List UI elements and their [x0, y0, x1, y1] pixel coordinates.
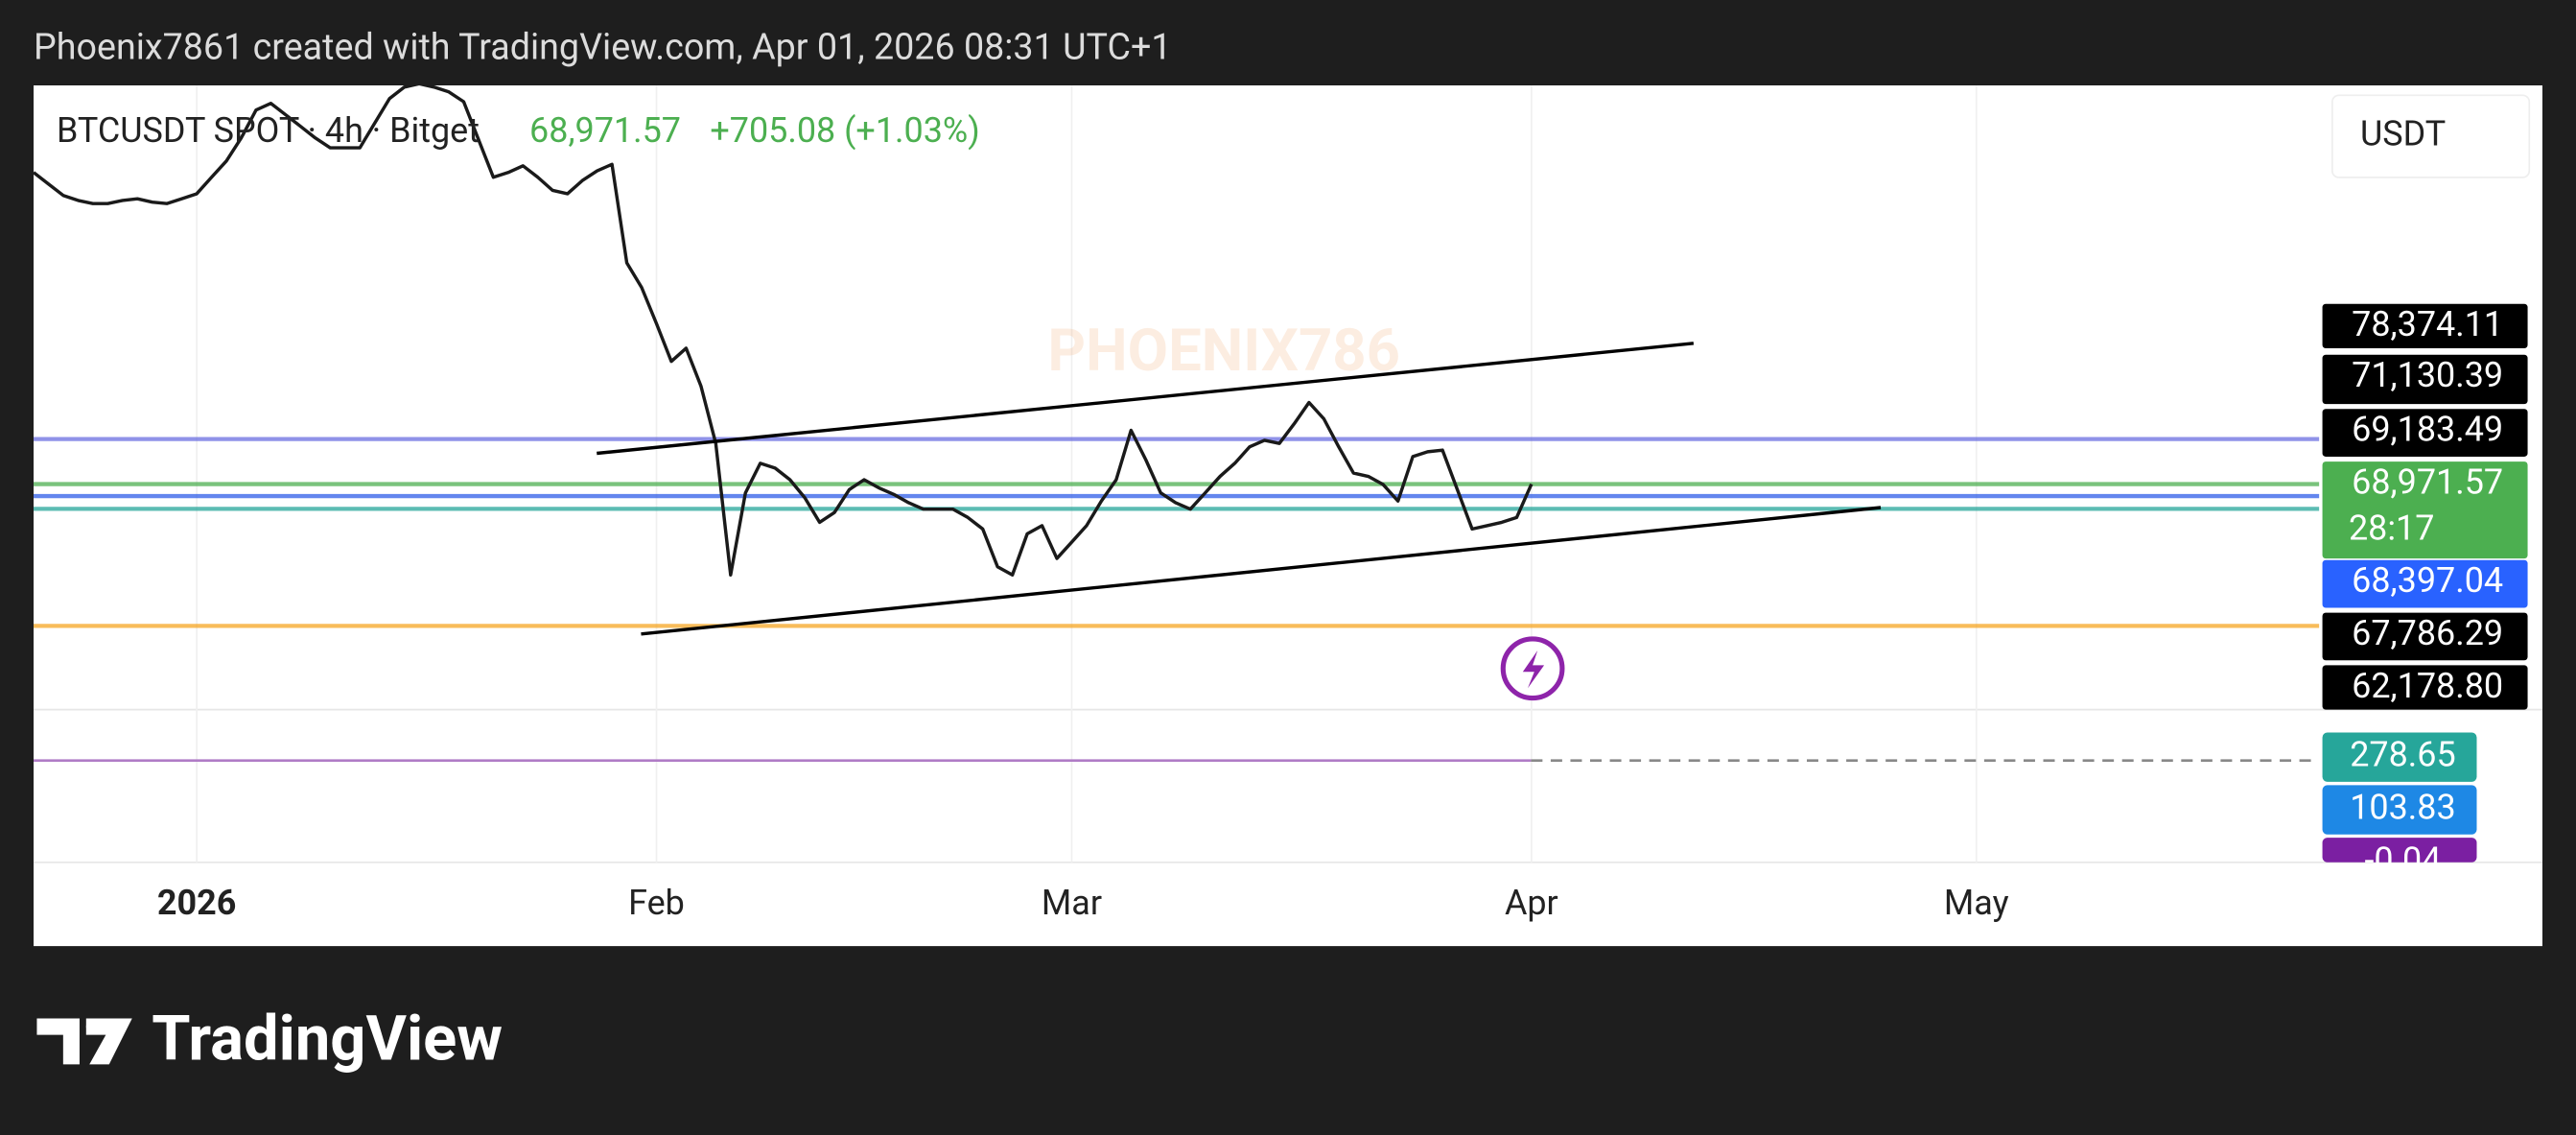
currency-label: USDT [2360, 114, 2446, 154]
indicator-label-box [2322, 732, 2477, 782]
logo-text: TradingView [152, 1002, 503, 1075]
price-label-box [2322, 409, 2528, 457]
legend-symbol: BTCUSDT SPOT · 4h · Bitget [57, 110, 480, 151]
lightning [1522, 650, 1545, 689]
indicator-label-box [2322, 838, 2477, 863]
chart-area [34, 85, 2542, 947]
price-label: 69,183.49 [2352, 410, 2503, 450]
currency-button[interactable] [2330, 94, 2531, 178]
price-label: 68,971.57 [2352, 462, 2503, 503]
price-label: 78,374.11 [2352, 304, 2503, 344]
price-label-box [2322, 303, 2528, 348]
price-line [34, 85, 1534, 577]
price-label-box [2322, 461, 2528, 559]
price-label: 62,178.80 [2352, 666, 2503, 706]
header-title: Phoenix7861 created with TradingView.com… [34, 26, 1171, 68]
price-label: 71,130.39 [2352, 355, 2503, 395]
channel-upper [597, 342, 1695, 456]
price-label-box [2322, 665, 2528, 710]
x-tick-label: Apr [1505, 883, 1558, 923]
x-tick-label: May [1944, 883, 2009, 923]
legend-last: 68,971.57 [529, 110, 681, 151]
legend-change: +705.08 (+1.03%) [710, 110, 979, 151]
price-label-box [2322, 612, 2528, 661]
indicator-label: -0.04 [2364, 839, 2441, 880]
watermark: PHOENIX786 [1047, 317, 1400, 386]
countdown: 28:17 [2349, 508, 2435, 548]
price-label: 68,397.04 [2352, 560, 2503, 601]
price-label-box [2322, 559, 2528, 608]
channel-lower [641, 506, 1882, 636]
logo-dot [85, 1020, 100, 1033]
x-tick-label: Mar [1042, 883, 1102, 923]
price-label-box [2322, 354, 2528, 405]
logo-mark [36, 1018, 132, 1065]
x-tick-label: Feb [628, 883, 685, 923]
price-label: 67,786.29 [2352, 613, 2503, 653]
indicator-label-box [2322, 785, 2477, 835]
indicator-label: 103.83 [2350, 788, 2455, 828]
logo: TradingView [36, 1002, 503, 1075]
x-tick-label: 2026 [157, 883, 236, 923]
indicator-label: 278.65 [2350, 735, 2455, 775]
